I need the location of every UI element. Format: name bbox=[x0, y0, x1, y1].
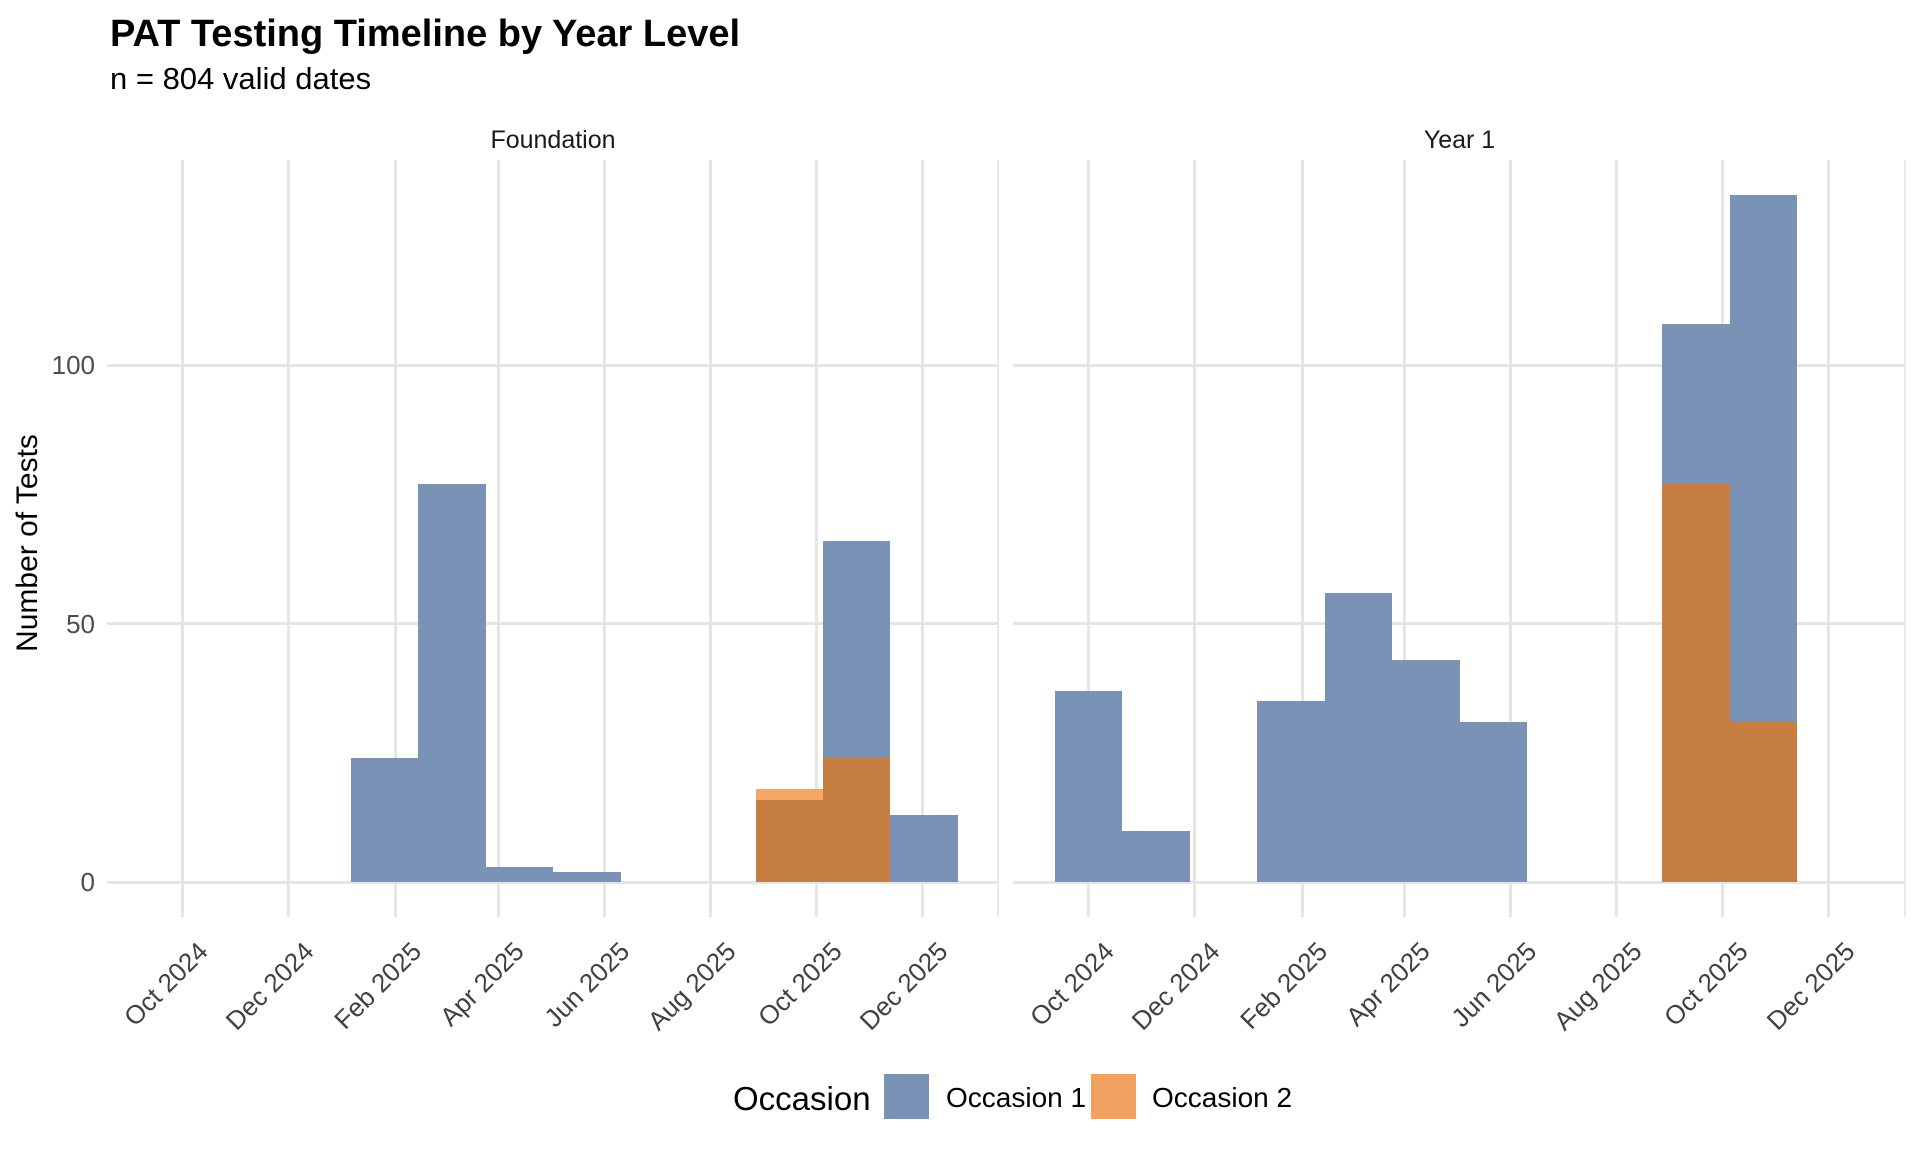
x-tick-label-aug-2025: Aug 2025 bbox=[1548, 936, 1649, 1036]
gridline-y-50 bbox=[1013, 622, 1906, 626]
gridline-y-0 bbox=[107, 880, 999, 884]
bar-occasion1-2025-08-27 bbox=[1662, 323, 1730, 485]
bar-occasion1-2025-10-05 bbox=[823, 541, 891, 759]
gridline-x-jun-2025 bbox=[602, 160, 606, 917]
x-tick-label-jun-2025: Jun 2025 bbox=[538, 936, 636, 1033]
legend-label-occasion-2: Occasion 2 bbox=[1152, 1082, 1293, 1113]
bar-overlap-2025-10-05 bbox=[823, 758, 891, 883]
legend-swatch-occasion-1 bbox=[884, 1074, 929, 1119]
gridline-x-aug-2025 bbox=[1615, 160, 1619, 917]
bar-overlap-2025-08-27 bbox=[755, 799, 824, 883]
bar-overlap-2025-10-05 bbox=[1729, 722, 1798, 883]
bar-occasion2-2025-08-27 bbox=[755, 789, 824, 800]
gridline-x-dec-2025 bbox=[920, 160, 924, 917]
panel-right-edge bbox=[997, 160, 999, 917]
facet-label-foundation: Foundation bbox=[490, 126, 616, 154]
bar-occasion1-2024-10-20 bbox=[1122, 830, 1190, 883]
x-tick-label-oct-2024: Oct 2024 bbox=[117, 936, 214, 1032]
bar-occasion1-2025-02-14 bbox=[1324, 592, 1393, 883]
bar-occasion1-2025-10-05 bbox=[1729, 194, 1798, 723]
chart-title: PAT Testing Timeline by Year Level bbox=[110, 13, 741, 55]
bar-overlap-2025-08-27 bbox=[1662, 484, 1730, 883]
panel-year-1 bbox=[1013, 160, 1906, 917]
facet-label-year-1: Year 1 bbox=[1423, 126, 1496, 154]
x-tick-label-dec-2024: Dec 2024 bbox=[1125, 936, 1226, 1036]
bar-occasion1-2025-05-02 bbox=[1459, 722, 1528, 883]
gridline-x-apr-2025 bbox=[496, 160, 500, 917]
bar-occasion1-2025-01-06 bbox=[350, 758, 419, 883]
bar-occasion1-2025-01-06 bbox=[1257, 701, 1325, 883]
bar-occasion1-2024-09-12 bbox=[1054, 691, 1123, 883]
bar-occasion1-2025-05-02 bbox=[553, 872, 621, 883]
chart-subtitle: n = 804 valid dates bbox=[110, 61, 372, 96]
gridline-x-oct-2024 bbox=[1086, 160, 1090, 917]
x-tick-label-dec-2024: Dec 2024 bbox=[219, 936, 320, 1036]
x-tick-label-oct-2025: Oct 2025 bbox=[1658, 936, 1755, 1032]
gridline-x-oct-2025 bbox=[814, 160, 818, 917]
y-tick-label-0: 0 bbox=[80, 867, 95, 898]
gridline-x-feb-2025 bbox=[1300, 160, 1304, 917]
gridline-x-dec-2024 bbox=[1192, 160, 1196, 917]
y-tick-label-50: 50 bbox=[66, 608, 95, 639]
x-tick-label-jun-2025: Jun 2025 bbox=[1445, 936, 1542, 1033]
gridline-x-feb-2025 bbox=[394, 160, 398, 917]
panel-right-edge bbox=[1904, 160, 1906, 917]
gridline-x-apr-2025 bbox=[1403, 160, 1407, 917]
x-tick-label-oct-2024: Oct 2024 bbox=[1023, 936, 1120, 1032]
x-tick-label-dec-2025: Dec 2025 bbox=[1760, 936, 1861, 1036]
x-tick-label-feb-2025: Feb 2025 bbox=[1234, 936, 1334, 1035]
gridline-x-dec-2025 bbox=[1827, 160, 1831, 917]
bar-occasion1-2025-03-25 bbox=[1392, 660, 1460, 883]
x-tick-label-dec-2025: Dec 2025 bbox=[853, 936, 954, 1036]
legend-label-occasion-1: Occasion 1 bbox=[946, 1082, 1087, 1113]
bar-occasion1-2025-11-12 bbox=[890, 815, 958, 883]
gridline-x-aug-2025 bbox=[708, 160, 712, 917]
x-tick-label-feb-2025: Feb 2025 bbox=[328, 936, 427, 1035]
gridline-x-dec-2024 bbox=[286, 160, 290, 917]
gridline-x-jun-2025 bbox=[1509, 160, 1513, 917]
panel-foundation bbox=[107, 160, 999, 917]
gridline-y-0 bbox=[1013, 880, 1906, 884]
x-tick-label-apr-2025: Apr 2025 bbox=[433, 936, 530, 1032]
legend-swatch-occasion-2 bbox=[1091, 1074, 1136, 1119]
gridline-x-oct-2024 bbox=[180, 160, 184, 917]
bar-occasion1-2025-02-14 bbox=[418, 484, 486, 883]
legend-title: Occasion bbox=[733, 1080, 871, 1117]
x-tick-label-apr-2025: Apr 2025 bbox=[1340, 936, 1436, 1032]
bar-occasion1-2025-03-25 bbox=[485, 866, 554, 883]
y-tick-label-100: 100 bbox=[51, 350, 95, 381]
x-tick-label-aug-2025: Aug 2025 bbox=[641, 936, 742, 1036]
gridline-y-100 bbox=[107, 363, 999, 367]
gridline-y-50 bbox=[107, 622, 999, 626]
x-tick-label-oct-2025: Oct 2025 bbox=[751, 936, 848, 1032]
gridline-y-100 bbox=[1013, 363, 1906, 367]
